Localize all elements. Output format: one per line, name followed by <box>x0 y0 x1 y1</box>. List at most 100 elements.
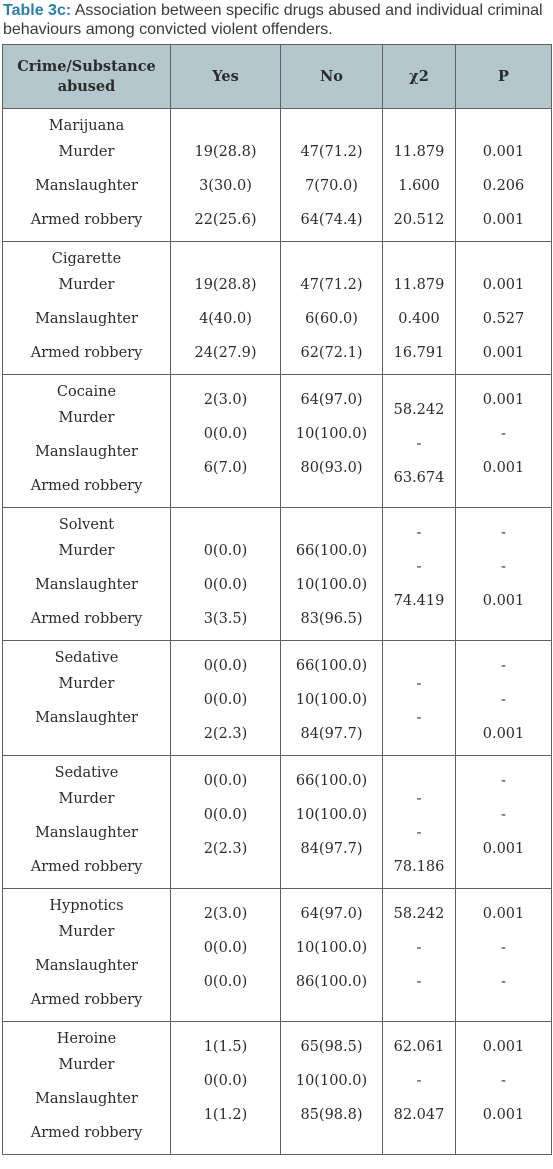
chi-value: - <box>416 1073 422 1089</box>
no-value: 7(70.0) <box>305 178 358 194</box>
table-caption: Table 3c: Association between specific d… <box>0 0 553 40</box>
crime-name: Armed robbery <box>30 478 143 494</box>
table-row: Heroine Murder Manslaughter Armed robbery 1(… <box>2 1021 552 1155</box>
substance-name: Solvent <box>58 517 115 533</box>
chi-cell: -- <box>382 640 456 756</box>
p-value: 0.001 <box>482 277 525 293</box>
no-value: 84(97.7) <box>300 726 363 742</box>
chi-value: 82.047 <box>393 1107 445 1123</box>
no-value: 10(100.0) <box>295 577 368 593</box>
chi-value: - <box>416 559 422 575</box>
p-value: - <box>501 525 506 541</box>
yes-value: 0(0.0) <box>203 1073 248 1089</box>
crime-name: Armed robbery <box>30 1125 143 1141</box>
no-value: 10(100.0) <box>295 1073 368 1089</box>
no-cell: 64(97.0) 10(100.0) 80(93.0) <box>280 374 383 508</box>
p-cell: 0.001 - - <box>455 888 552 1022</box>
chi-value: 1.600 <box>398 178 440 194</box>
no-value: 64(74.4) <box>300 212 363 228</box>
yes-value: 19(28.8) <box>194 144 257 160</box>
p-cell: - - 0.001 <box>455 755 552 889</box>
chi-value: 20.512 <box>393 212 445 228</box>
yes-value: 2(3.0) <box>203 906 248 922</box>
table-row: Sedative Murder Manslaughter Armed robbery 0… <box>2 755 552 889</box>
header-row: Crime/Substance abused Yes No χ2 P <box>2 44 552 109</box>
crime-name: Murder <box>58 1057 115 1073</box>
p-value: - <box>501 658 506 674</box>
crime-name: Murder <box>58 791 115 807</box>
caption-text: Association between specific drugs abuse… <box>3 2 543 38</box>
no-value: 10(100.0) <box>295 692 368 708</box>
yes-cell: 19(28.8) 3(30.0) 22(25.6) <box>170 108 281 242</box>
yes-value: 2(2.3) <box>203 841 248 857</box>
p-cell: 0.001 - 0.001 <box>455 1021 552 1155</box>
no-value: 66(100.0) <box>295 543 368 559</box>
yes-cell: 19(28.8) 4(40.0) 24(27.9) <box>170 241 281 375</box>
p-cell: - - 0.001 <box>455 640 552 756</box>
crime-substance-cell: Sedative Murder Manslaughter Armed robbery <box>2 755 171 889</box>
yes-value: 0(0.0) <box>203 807 248 823</box>
no-value: 47(71.2) <box>300 144 363 160</box>
crime-name: Manslaughter <box>35 577 138 593</box>
crime-substance-cell: Cigarette Murder Manslaughter Armed robbery <box>2 241 171 375</box>
crime-substance-cell: Hypnotics Murder Manslaughter Armed robbery <box>2 888 171 1022</box>
yes-value: 0(0.0) <box>203 940 248 956</box>
yes-cell: 1(1.5) 0(0.0) 1(1.2) <box>170 1021 281 1155</box>
chi-cell: 58.242 - - <box>382 888 456 1022</box>
p-value: 0.001 <box>482 460 525 476</box>
crime-substance-cell: Cocaine Murder Manslaughter Armed robbery <box>2 374 171 508</box>
p-value: - <box>501 1073 506 1089</box>
p-value: - <box>501 974 506 990</box>
crime-name: Murder <box>58 144 115 160</box>
p-value: 0.001 <box>482 144 525 160</box>
chi-cell: 58.242 - 63.674 <box>382 374 456 508</box>
table-body: Marijuana Murder Manslaughter Armed robbery… <box>2 108 552 1155</box>
p-value: 0.527 <box>482 311 525 327</box>
no-value: 10(100.0) <box>295 807 368 823</box>
p-value: 0.001 <box>482 841 525 857</box>
no-cell: 47(71.2) 7(70.0) 64(74.4) <box>280 108 383 242</box>
p-value: 0.001 <box>482 593 525 609</box>
crime-name: Armed robbery <box>30 611 143 627</box>
yes-value: 1(1.5) <box>203 1039 248 1055</box>
table-row: Sedative Murder Manslaughter 0(0.0) 0(0.0) 2(… <box>2 640 552 756</box>
p-value: 0.206 <box>482 178 525 194</box>
crime-name: Manslaughter <box>35 1091 138 1107</box>
p-value: - <box>501 773 506 789</box>
chi-cell: - - 78.186 <box>382 755 456 889</box>
chi-value: - <box>416 676 422 692</box>
p-cell: - - 0.001 <box>455 507 552 641</box>
p-value: - <box>501 940 506 956</box>
chi-value: - <box>416 435 422 452</box>
header-no: No <box>280 44 383 109</box>
table-row: Solvent Murder Manslaughter Armed robbery 0(… <box>2 507 552 641</box>
yes-value: 0(0.0) <box>203 773 248 789</box>
no-value: 66(100.0) <box>295 658 368 674</box>
header-yes: Yes <box>170 44 281 109</box>
chi-value: 11.879 <box>393 144 445 160</box>
chi-value: - <box>416 940 422 956</box>
substance-name: Hypnotics <box>49 898 124 914</box>
chi-value: - <box>416 791 422 807</box>
yes-value: 3(3.5) <box>203 611 248 627</box>
chi-value: 63.674 <box>393 469 445 486</box>
yes-value: 24(27.9) <box>194 345 257 361</box>
yes-value: 0(0.0) <box>203 426 248 442</box>
substance-name: Sedative <box>54 765 119 781</box>
table-row: Cocaine Murder Manslaughter Armed robbery 2(… <box>2 374 552 508</box>
yes-value: 22(25.6) <box>194 212 257 228</box>
substance-name: Cigarette <box>51 251 122 267</box>
no-value: 6(60.0) <box>305 311 358 327</box>
p-value: - <box>501 426 506 442</box>
no-value: 64(97.0) <box>300 906 363 922</box>
p-value: 0.001 <box>482 212 525 228</box>
p-value: 0.001 <box>482 1107 525 1123</box>
p-value: 0.001 <box>482 345 525 361</box>
yes-value: 19(28.8) <box>194 277 257 293</box>
yes-cell: 0(0.0) 0(0.0) 3(3.5) <box>170 507 281 641</box>
no-value: 84(97.7) <box>300 841 363 857</box>
p-value: - <box>501 692 506 708</box>
yes-cell: 0(0.0) 0(0.0) 2(2.3) <box>170 755 281 889</box>
crime-name: Manslaughter <box>35 311 138 327</box>
no-value: 66(100.0) <box>295 773 368 789</box>
